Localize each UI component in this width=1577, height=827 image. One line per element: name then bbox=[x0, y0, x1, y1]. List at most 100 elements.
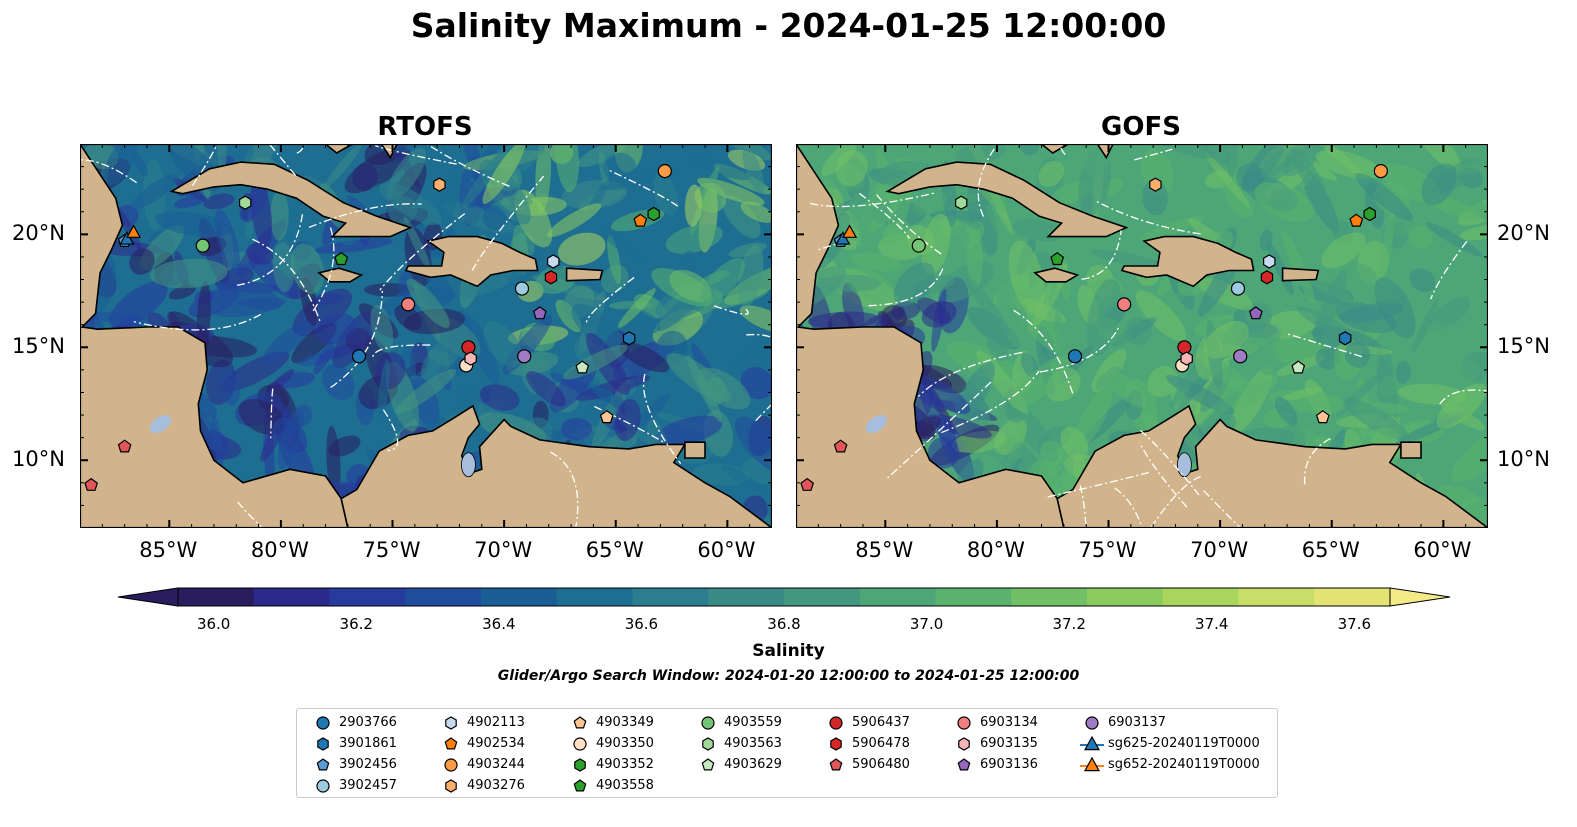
station-5906480[interactable] bbox=[84, 477, 99, 491]
station-4903563[interactable] bbox=[955, 195, 968, 210]
pentagon-marker-icon bbox=[957, 758, 971, 771]
hexagon-marker-icon bbox=[958, 737, 970, 751]
legend-label: 6903136 bbox=[980, 757, 1038, 772]
colorbar-tick-label: 36.8 bbox=[767, 615, 801, 633]
station-6903137[interactable] bbox=[517, 349, 532, 364]
legend-label: sg652-20240119T0000 bbox=[1108, 757, 1260, 772]
circle-marker-icon bbox=[1085, 716, 1099, 730]
pentagon-marker-icon bbox=[701, 758, 715, 771]
station-6903136[interactable] bbox=[532, 306, 547, 320]
legend-label: 4903558 bbox=[596, 778, 654, 793]
legend-label: 4903350 bbox=[596, 736, 654, 751]
hexagon-marker-icon bbox=[830, 737, 842, 751]
station-6903136[interactable] bbox=[1248, 306, 1263, 320]
station-6903135[interactable] bbox=[1180, 351, 1193, 366]
station-4903558[interactable] bbox=[334, 251, 349, 266]
lon-tick-label: 75°W bbox=[1078, 538, 1137, 562]
hexagon-marker-icon bbox=[702, 737, 714, 751]
station-4902113[interactable] bbox=[547, 254, 560, 269]
lat-tick-label: 20°N bbox=[12, 221, 65, 246]
map-panel-rtofs[interactable] bbox=[80, 144, 772, 528]
lon-tick-label: 85°W bbox=[139, 538, 198, 562]
station-2903766[interactable] bbox=[351, 349, 367, 364]
station-3901861[interactable] bbox=[622, 331, 636, 346]
panel-title-gofs: GOFS bbox=[1101, 112, 1181, 142]
circle-marker-icon bbox=[957, 716, 971, 730]
station-4903559[interactable] bbox=[911, 238, 926, 253]
pentagon-marker-icon bbox=[444, 737, 458, 750]
pentagon-marker-icon bbox=[316, 758, 330, 771]
station-sg652-20240119T0000[interactable] bbox=[842, 224, 858, 238]
map-panel-gofs[interactable] bbox=[796, 144, 1488, 528]
station-5906437[interactable] bbox=[1177, 340, 1192, 355]
legend-label: 5906480 bbox=[852, 757, 910, 772]
legend-label: 6903135 bbox=[980, 736, 1038, 751]
legend-label: 5906437 bbox=[852, 715, 910, 730]
pentagon-marker-icon bbox=[829, 758, 843, 771]
station-4903244[interactable] bbox=[1373, 164, 1388, 179]
colorbar-tick-label: 37.6 bbox=[1337, 615, 1372, 633]
station-sg652-20240119T0000[interactable] bbox=[126, 224, 142, 238]
station-6903134[interactable] bbox=[1117, 297, 1132, 312]
legend-label: 3902457 bbox=[339, 778, 397, 793]
station-5906478[interactable] bbox=[1260, 270, 1274, 285]
circle-marker-icon bbox=[316, 716, 330, 730]
lon-tick-label: 65°W bbox=[585, 538, 644, 562]
station-4903349[interactable] bbox=[1315, 410, 1330, 424]
colorbar-tick-label: 36.4 bbox=[482, 615, 516, 633]
hexagon-marker-icon bbox=[445, 779, 457, 793]
station-2903766[interactable] bbox=[1067, 349, 1083, 364]
hexagon-marker-icon bbox=[574, 758, 586, 772]
station-4903349[interactable] bbox=[599, 410, 614, 424]
station-4903559[interactable] bbox=[195, 238, 210, 253]
station-4903276[interactable] bbox=[433, 177, 446, 192]
station-3901861[interactable] bbox=[1338, 331, 1352, 346]
lon-tick-label: 70°W bbox=[474, 538, 533, 562]
lon-tick-label: 65°W bbox=[1301, 538, 1360, 562]
panel-title-rtofs: RTOFS bbox=[377, 112, 473, 142]
colorbar-tick-label: 37.0 bbox=[909, 615, 944, 633]
station-4903558[interactable] bbox=[1050, 251, 1065, 266]
legend-label: 4902113 bbox=[467, 715, 525, 730]
lon-tick-label: 60°W bbox=[1413, 538, 1472, 562]
legend-label: 3902456 bbox=[339, 757, 397, 772]
lat-tick-label: 10°N bbox=[1497, 447, 1550, 472]
circle-marker-icon bbox=[573, 737, 587, 751]
lat-tick-label: 10°N bbox=[12, 447, 65, 472]
float-legend: 2903766 3901861 3902456 3902457 4902113 49025… bbox=[296, 708, 1278, 798]
station-3902457[interactable] bbox=[514, 281, 530, 296]
station-5906480[interactable] bbox=[117, 439, 132, 453]
legend-label: 4903563 bbox=[724, 736, 782, 751]
legend-label: 4903559 bbox=[724, 715, 782, 730]
station-6903134[interactable] bbox=[401, 297, 416, 312]
station-4903563[interactable] bbox=[239, 195, 252, 210]
station-sg625-20240119T0000[interactable] bbox=[835, 231, 851, 245]
station-4903276[interactable] bbox=[1149, 177, 1162, 192]
station-4903352[interactable] bbox=[647, 206, 660, 222]
circle-marker-icon bbox=[701, 716, 715, 730]
station-4902113[interactable] bbox=[1263, 254, 1276, 269]
station-4903244[interactable] bbox=[657, 164, 672, 179]
station-3902457[interactable] bbox=[1230, 281, 1246, 296]
station-5906478[interactable] bbox=[544, 270, 558, 285]
triangle-line-marker-icon bbox=[1080, 756, 1104, 772]
station-6903137[interactable] bbox=[1233, 349, 1248, 364]
lon-tick-label: 60°W bbox=[697, 538, 756, 562]
station-5906480[interactable] bbox=[800, 477, 815, 491]
legend-label: 4903244 bbox=[467, 757, 525, 772]
station-4903629[interactable] bbox=[1291, 360, 1306, 374]
circle-marker-icon bbox=[829, 716, 843, 730]
station-sg625-20240119T0000[interactable] bbox=[119, 231, 135, 245]
station-6903135[interactable] bbox=[464, 351, 477, 366]
station-4903352[interactable] bbox=[1363, 206, 1376, 222]
station-4902534[interactable] bbox=[1349, 213, 1364, 227]
station-4902534[interactable] bbox=[633, 213, 648, 227]
station-4903629[interactable] bbox=[575, 360, 590, 374]
legend-label: 3901861 bbox=[339, 736, 397, 751]
hexagon-marker-icon bbox=[317, 737, 329, 751]
circle-marker-icon bbox=[444, 758, 458, 772]
lon-tick-label: 80°W bbox=[250, 538, 309, 562]
station-5906480[interactable] bbox=[833, 439, 848, 453]
legend-label: sg625-20240119T0000 bbox=[1108, 736, 1260, 751]
station-5906437[interactable] bbox=[461, 340, 476, 355]
